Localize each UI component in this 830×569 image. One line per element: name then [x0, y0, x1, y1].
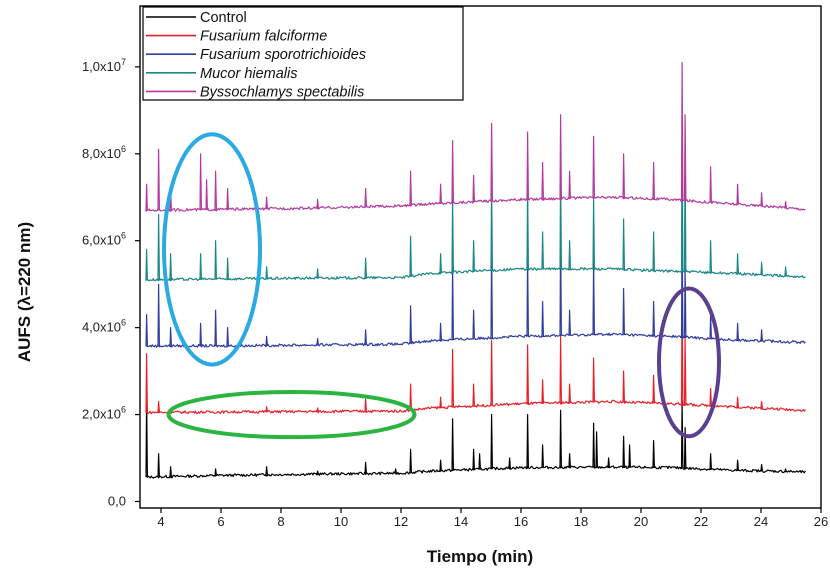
x-tick-label: 16 [514, 514, 528, 529]
x-tick-label: 14 [454, 514, 468, 529]
y-tick-exponent: 6 [121, 144, 126, 154]
y-tick-exponent: 6 [121, 231, 126, 241]
series-trace [145, 231, 806, 348]
legend: Control Fusarium falciforme Fusarium sporo… [142, 6, 464, 101]
legend-label: Fusarium falciforme [200, 29, 327, 45]
y-tick-label: 8,0x106 [82, 144, 126, 161]
y-tick-label: 2,0x106 [82, 405, 126, 422]
x-tick-label: 12 [394, 514, 408, 529]
y-tick-label: 6,0x106 [82, 231, 126, 248]
series-trace [145, 118, 806, 282]
x-tick-label: 4 [157, 514, 164, 529]
plot-frame [139, 5, 822, 509]
legend-box [142, 6, 464, 101]
x-tick-label: 8 [277, 514, 284, 529]
legend-label: Byssochlamys spectabilis [200, 84, 364, 100]
highlight-layer [162, 132, 721, 440]
y-tick-mantissa: 6,0x10 [82, 233, 121, 248]
y-tick-mantissa: 0,0 [108, 493, 126, 508]
x-axis: 4 6 8 10 12 14 16 18 20 22 24 26 [157, 508, 828, 529]
y-tick-mantissa: 1,0x10 [82, 59, 121, 74]
y-tick-exponent: 7 [121, 57, 126, 67]
x-tick-label: 6 [217, 514, 224, 529]
legend-label: Control [200, 10, 247, 26]
x-tick-label: 18 [574, 514, 588, 529]
y-tick-mantissa: 4,0x10 [82, 320, 121, 335]
y-tick-exponent: 6 [121, 405, 126, 415]
y-tick-label: 0,0 [108, 493, 126, 508]
legend-label: Mucor hiemalis [200, 66, 298, 82]
series-layer [145, 61, 806, 479]
y-tick-exponent: 6 [121, 318, 126, 328]
x-axis-title: Tiempo (min) [427, 547, 533, 566]
highlight-ellipse-blue [162, 132, 262, 367]
x-tick-label: 20 [634, 514, 648, 529]
y-tick-label: 1,0x107 [82, 57, 126, 74]
x-tick-label: 10 [334, 514, 348, 529]
y-tick-mantissa: 2,0x10 [82, 407, 121, 422]
series-trace [145, 292, 806, 415]
series-trace [145, 61, 806, 212]
y-tick-label: 4,0x106 [82, 318, 126, 335]
highlight-ellipse-purple [657, 286, 721, 439]
highlight-ellipse-green [166, 389, 417, 440]
series-trace [145, 396, 806, 479]
y-tick-mantissa: 8,0x10 [82, 146, 121, 161]
x-tick-label: 24 [754, 514, 768, 529]
x-tick-label: 26 [814, 514, 828, 529]
y-axis-title: AUFS (λ=220 nm) [15, 222, 34, 362]
x-tick-label: 22 [694, 514, 708, 529]
legend-label: Fusarium sporotrichioides [200, 47, 366, 63]
